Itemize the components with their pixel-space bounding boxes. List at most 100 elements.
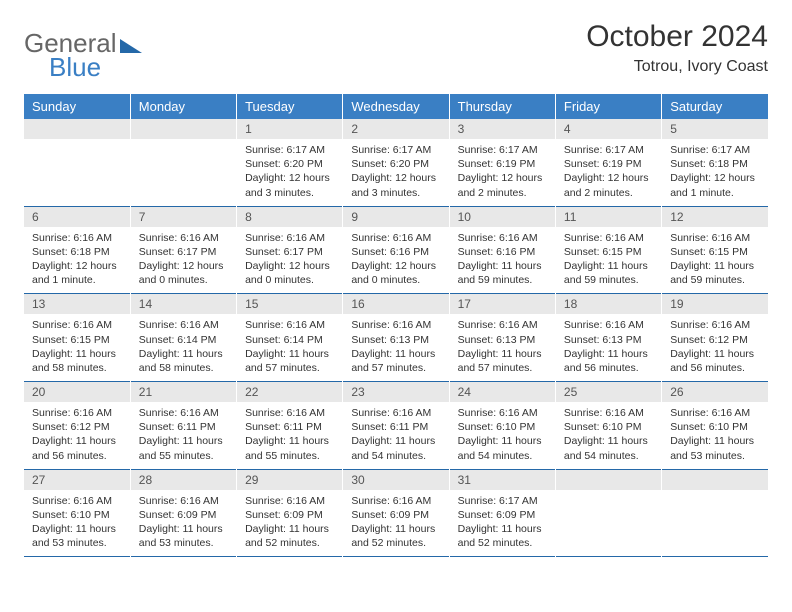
sunrise-text: Sunrise: 6:16 AM <box>351 231 440 245</box>
sunrise-text: Sunrise: 6:16 AM <box>670 318 760 332</box>
calendar-day-cell: 7Sunrise: 6:16 AMSunset: 6:17 PMDaylight… <box>130 206 236 294</box>
sunset-text: Sunset: 6:09 PM <box>351 508 440 522</box>
day-number: 10 <box>450 207 555 227</box>
sunrise-text: Sunrise: 6:16 AM <box>32 318 122 332</box>
day-number: 30 <box>343 470 448 490</box>
day-number <box>24 119 130 139</box>
sunrise-text: Sunrise: 6:17 AM <box>670 143 760 157</box>
sunrise-text: Sunrise: 6:16 AM <box>670 231 760 245</box>
day-details: Sunrise: 6:17 AMSunset: 6:09 PMDaylight:… <box>450 490 555 557</box>
weekday-header: Friday <box>555 94 661 119</box>
sunrise-text: Sunrise: 6:16 AM <box>245 406 334 420</box>
day-number: 18 <box>556 294 661 314</box>
sunrise-text: Sunrise: 6:16 AM <box>139 231 228 245</box>
day-number: 1 <box>237 119 342 139</box>
day-details: Sunrise: 6:17 AMSunset: 6:18 PMDaylight:… <box>662 139 768 206</box>
sunrise-text: Sunrise: 6:16 AM <box>458 231 547 245</box>
sunset-text: Sunset: 6:18 PM <box>670 157 760 171</box>
weekday-header: Tuesday <box>237 94 343 119</box>
daylight-text: Daylight: 11 hours and 56 minutes. <box>32 434 122 462</box>
sunrise-text: Sunrise: 6:16 AM <box>670 406 760 420</box>
daylight-text: Daylight: 11 hours and 59 minutes. <box>564 259 653 287</box>
sunset-text: Sunset: 6:13 PM <box>351 333 440 347</box>
calendar-day-cell: 22Sunrise: 6:16 AMSunset: 6:11 PMDayligh… <box>237 382 343 470</box>
sunset-text: Sunset: 6:20 PM <box>351 157 440 171</box>
sunset-text: Sunset: 6:09 PM <box>139 508 228 522</box>
sunset-text: Sunset: 6:18 PM <box>32 245 122 259</box>
calendar-table: Sunday Monday Tuesday Wednesday Thursday… <box>24 94 768 557</box>
sail-icon <box>120 39 142 53</box>
sunset-text: Sunset: 6:10 PM <box>670 420 760 434</box>
sunrise-text: Sunrise: 6:16 AM <box>458 406 547 420</box>
calendar-day-cell: 3Sunrise: 6:17 AMSunset: 6:19 PMDaylight… <box>449 119 555 206</box>
sunrise-text: Sunrise: 6:16 AM <box>245 231 334 245</box>
calendar-day-cell: 19Sunrise: 6:16 AMSunset: 6:12 PMDayligh… <box>662 294 768 382</box>
day-details: Sunrise: 6:16 AMSunset: 6:10 PMDaylight:… <box>24 490 130 557</box>
daylight-text: Daylight: 11 hours and 53 minutes. <box>139 522 228 550</box>
day-number: 24 <box>450 382 555 402</box>
sunset-text: Sunset: 6:10 PM <box>32 508 122 522</box>
sunset-text: Sunset: 6:10 PM <box>458 420 547 434</box>
day-details <box>131 139 236 201</box>
sunset-text: Sunset: 6:15 PM <box>564 245 653 259</box>
sunrise-text: Sunrise: 6:16 AM <box>351 318 440 332</box>
calendar-day-cell <box>130 119 236 206</box>
month-title: October 2024 <box>586 20 768 54</box>
day-number: 19 <box>662 294 768 314</box>
calendar-day-cell: 31Sunrise: 6:17 AMSunset: 6:09 PMDayligh… <box>449 469 555 557</box>
day-details: Sunrise: 6:16 AMSunset: 6:17 PMDaylight:… <box>237 227 342 294</box>
day-number: 4 <box>556 119 661 139</box>
daylight-text: Daylight: 11 hours and 54 minutes. <box>564 434 653 462</box>
weekday-header: Sunday <box>24 94 130 119</box>
weekday-header: Wednesday <box>343 94 449 119</box>
sunrise-text: Sunrise: 6:16 AM <box>564 231 653 245</box>
sunrise-text: Sunrise: 6:16 AM <box>564 406 653 420</box>
sunrise-text: Sunrise: 6:16 AM <box>245 494 334 508</box>
daylight-text: Daylight: 12 hours and 2 minutes. <box>564 171 653 199</box>
daylight-text: Daylight: 11 hours and 52 minutes. <box>458 522 547 550</box>
day-details: Sunrise: 6:16 AMSunset: 6:10 PMDaylight:… <box>556 402 661 469</box>
daylight-text: Daylight: 11 hours and 52 minutes. <box>245 522 334 550</box>
weekday-header: Monday <box>130 94 236 119</box>
daylight-text: Daylight: 12 hours and 1 minute. <box>32 259 122 287</box>
day-number: 20 <box>24 382 130 402</box>
day-details: Sunrise: 6:16 AMSunset: 6:16 PMDaylight:… <box>450 227 555 294</box>
sunset-text: Sunset: 6:20 PM <box>245 157 334 171</box>
day-details: Sunrise: 6:16 AMSunset: 6:15 PMDaylight:… <box>556 227 661 294</box>
sunrise-text: Sunrise: 6:16 AM <box>351 406 440 420</box>
day-details: Sunrise: 6:17 AMSunset: 6:19 PMDaylight:… <box>450 139 555 206</box>
day-number: 26 <box>662 382 768 402</box>
calendar-day-cell <box>662 469 768 557</box>
day-details: Sunrise: 6:16 AMSunset: 6:14 PMDaylight:… <box>131 314 236 381</box>
calendar-day-cell: 23Sunrise: 6:16 AMSunset: 6:11 PMDayligh… <box>343 382 449 470</box>
daylight-text: Daylight: 11 hours and 52 minutes. <box>351 522 440 550</box>
calendar-day-cell <box>555 469 661 557</box>
day-number <box>131 119 236 139</box>
calendar-day-cell: 20Sunrise: 6:16 AMSunset: 6:12 PMDayligh… <box>24 382 130 470</box>
daylight-text: Daylight: 11 hours and 54 minutes. <box>458 434 547 462</box>
day-details: Sunrise: 6:16 AMSunset: 6:12 PMDaylight:… <box>24 402 130 469</box>
day-number: 7 <box>131 207 236 227</box>
calendar-head: Sunday Monday Tuesday Wednesday Thursday… <box>24 94 768 119</box>
title-area: October 2024 Totrou, Ivory Coast <box>586 20 768 76</box>
sunset-text: Sunset: 6:14 PM <box>245 333 334 347</box>
calendar-body: 1 Sunrise: 6:17 AM Sunset: 6:20 PM Daylight… <box>24 119 768 557</box>
day-number: 25 <box>556 382 661 402</box>
day-details: Sunrise: 6:16 AMSunset: 6:13 PMDaylight:… <box>450 314 555 381</box>
day-details: Sunrise: 6:16 AMSunset: 6:15 PMDaylight:… <box>662 227 768 294</box>
calendar-day-cell: 5Sunrise: 6:17 AMSunset: 6:18 PMDaylight… <box>662 119 768 206</box>
day-details: Sunrise: 6:16 AMSunset: 6:15 PMDaylight:… <box>24 314 130 381</box>
day-number: 31 <box>450 470 555 490</box>
calendar-day-cell: 8Sunrise: 6:16 AMSunset: 6:17 PMDaylight… <box>237 206 343 294</box>
sunset-text: Sunset: 6:15 PM <box>32 333 122 347</box>
calendar-week-row: 6Sunrise: 6:16 AMSunset: 6:18 PMDaylight… <box>24 206 768 294</box>
day-details: Sunrise: 6:16 AMSunset: 6:13 PMDaylight:… <box>556 314 661 381</box>
day-number: 2 <box>343 119 448 139</box>
day-number: 28 <box>131 470 236 490</box>
day-number <box>662 470 768 490</box>
calendar-week-row: 13Sunrise: 6:16 AMSunset: 6:15 PMDayligh… <box>24 294 768 382</box>
day-number: 29 <box>237 470 342 490</box>
calendar-week-row: 20Sunrise: 6:16 AMSunset: 6:12 PMDayligh… <box>24 382 768 470</box>
day-number: 16 <box>343 294 448 314</box>
daylight-text: Daylight: 11 hours and 56 minutes. <box>670 347 760 375</box>
